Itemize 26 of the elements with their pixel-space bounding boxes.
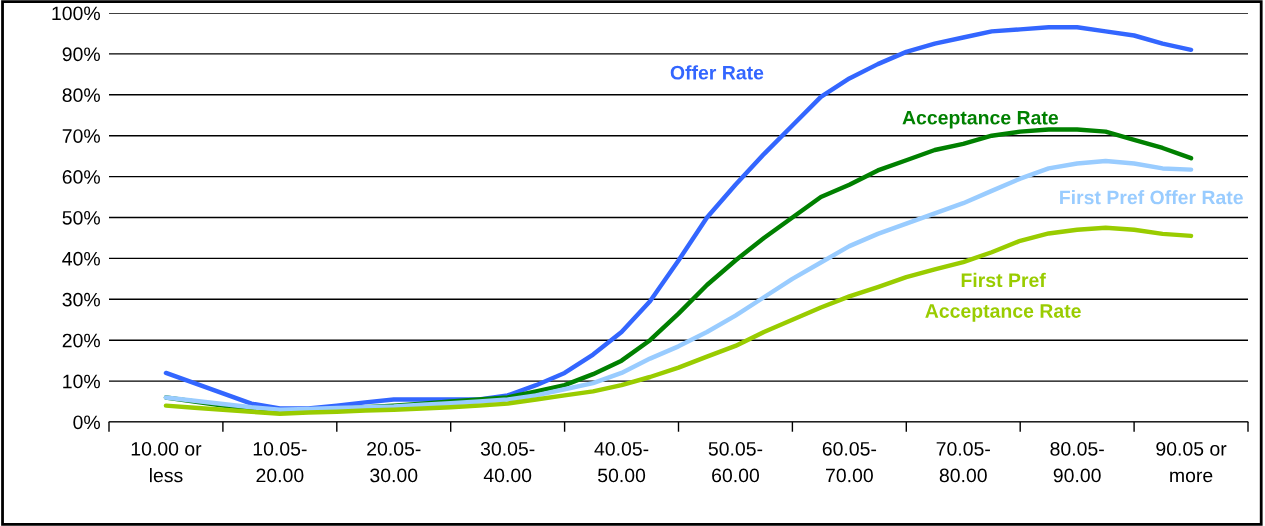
y-tick-label: 40% [62,251,100,266]
x-tick-label: 10.00 or less [131,441,202,483]
series-label: Acceptance Rate [902,110,1059,129]
y-tick-label: 50% [62,210,100,225]
line-series [163,225,1194,417]
y-tick-label: 100% [52,6,100,21]
y-tick-label: 30% [62,292,100,307]
series-label: First Pref Offer Rate [1060,190,1243,205]
y-tick-label: 20% [62,333,100,348]
x-tick-label: 10.05- 20.00 [253,441,307,483]
x-tick-label: 90.05 or more [1156,441,1227,483]
x-tick-label: 60.05- 70.00 [822,441,877,483]
x-tick-label: 40.05- 50.00 [594,441,649,483]
y-tick-label: 10% [63,374,100,389]
x-tick-label: 70.05- 80.00 [936,441,990,483]
x-tick-label: 30.05- 40.00 [480,441,535,483]
text: Offer Rate [670,65,764,80]
y-tick-label: 80% [62,88,100,103]
series-label: First Pref Acceptance Rate [925,272,1081,322]
y-tick-label: 90% [62,47,100,62]
y-tick-label: 70% [62,129,100,143]
y-tick-label: 0% [73,415,100,430]
x-tick-label: 50.05- 60.00 [708,441,763,483]
y-tick-label: 60% [62,170,100,184]
x-tick-label: 80.05- 90.00 [1050,441,1104,483]
x-tick-label: 20.05- 30.00 [367,441,421,483]
